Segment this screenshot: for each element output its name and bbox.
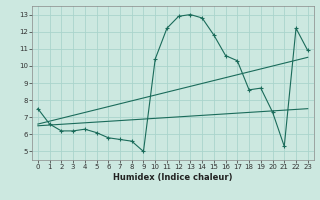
X-axis label: Humidex (Indice chaleur): Humidex (Indice chaleur)	[113, 173, 233, 182]
